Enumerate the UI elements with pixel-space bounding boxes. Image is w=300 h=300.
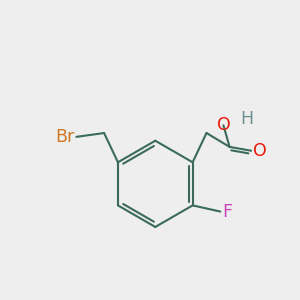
Text: O: O	[217, 116, 230, 134]
Text: H: H	[240, 110, 254, 128]
Text: O: O	[253, 142, 266, 160]
Text: F: F	[222, 202, 232, 220]
Text: Br: Br	[56, 128, 75, 146]
